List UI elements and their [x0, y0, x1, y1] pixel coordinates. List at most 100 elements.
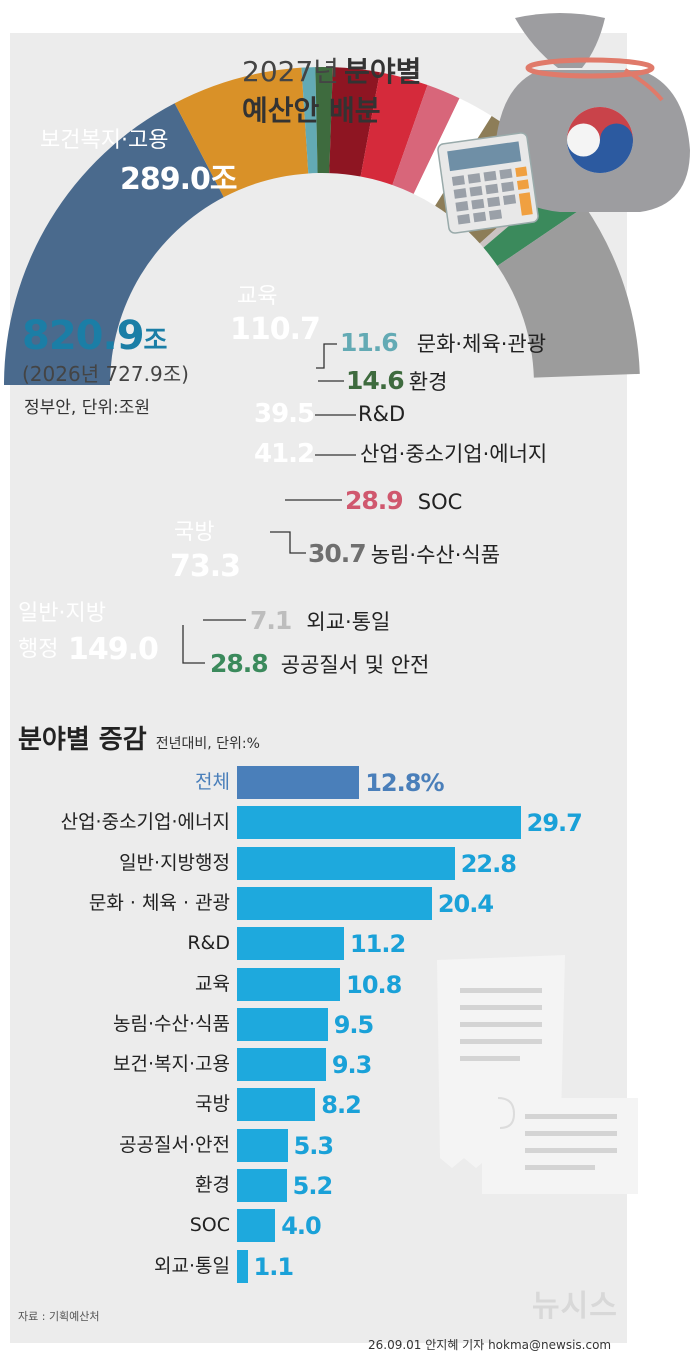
bar-11 [237, 1209, 276, 1243]
callout-culture-value: 11.6 [340, 328, 399, 357]
bar-label-0: 전체 [195, 771, 230, 793]
bar-value-1: 29.7 [526, 809, 583, 838]
callout-safety: 28.8 공공질서 및 안전 [210, 651, 429, 676]
bar-value-5: 10.8 [346, 970, 402, 999]
callout-agri-name: 농림·수산·식품 [370, 543, 501, 567]
bar-value-3: 20.4 [437, 889, 494, 918]
bar-label-8: 국방 [195, 1093, 230, 1116]
bar-4 [237, 927, 344, 961]
leader-line-culture [316, 343, 337, 369]
page-title-line2: 예산안 배분 [242, 94, 381, 127]
bar-value-10: 5.2 [292, 1172, 334, 1200]
bar-value-7: 9.3 [331, 1051, 373, 1080]
money-bag-icon [495, 13, 690, 212]
callout-safety-name: 공공질서 및 안전 [280, 653, 430, 677]
callout-env: 14.6 환경 [346, 368, 447, 393]
callout-diplomacy-value: 7.1 [250, 606, 292, 635]
title-year: 2027년 [242, 55, 340, 88]
source-note: 자료 : 기획예산처 [18, 1310, 100, 1323]
callout-safety-value: 28.8 [210, 649, 269, 678]
segment-value-welfare: 289.0조 [120, 162, 237, 197]
callout-agri: 30.7 농림·수산·식품 [308, 541, 500, 566]
donut-segment-3 [315, 67, 333, 174]
bar-9 [237, 1128, 288, 1162]
callout-culture: 11.6 문화·체육·관광 [340, 330, 546, 355]
segment-label-education: 교육 [237, 284, 278, 309]
callout-rnd-name: R&D [358, 402, 406, 426]
bar-3 [237, 886, 432, 920]
donut-segment-11 [497, 206, 640, 378]
bar-value-11: 4.0 [281, 1212, 322, 1241]
callout-soc: 28.9 SOC [345, 488, 462, 513]
bar-8 [237, 1088, 316, 1122]
bar-value-4: 11.2 [349, 930, 406, 959]
total-previous: (2026년 727.9조) [22, 362, 189, 386]
bar-value-8: 8.2 [321, 1091, 362, 1120]
total-amount: 820.9조 [22, 316, 167, 356]
page-title-line1: 2027년 분야별 [242, 58, 421, 86]
callout-soc-name: SOC [417, 490, 463, 514]
bar-label-12: 외교·통일 [154, 1254, 230, 1277]
bar-label-5: 교육 [195, 972, 230, 995]
bar-label-10: 환경 [195, 1174, 230, 1196]
donut-segment-6 [392, 85, 460, 194]
callout-value-5: 41.2 [254, 439, 315, 469]
donut-segment-0 [4, 103, 224, 385]
segment-value-education: 110.7 [230, 312, 321, 347]
bar-value-9: 5.3 [293, 1131, 335, 1160]
title-bold: 분야별 [344, 55, 422, 88]
bar-value-0: 12.8% [365, 769, 444, 797]
section-title: 분야별 증감 [18, 725, 147, 755]
decor-icons [437, 13, 690, 234]
bar-7 [237, 1048, 326, 1082]
bar-1 [237, 806, 521, 840]
segment-label-admin: 일반·지방 [18, 601, 106, 626]
donut-segment-4 [329, 67, 380, 177]
segment-label-admin-2: 행정 [18, 637, 59, 662]
bar-value-2: 22.8 [460, 849, 517, 878]
bar-2 [237, 846, 455, 880]
calculator-icon [437, 132, 539, 234]
bar-10 [237, 1169, 287, 1202]
section-subtitle: 전년대비, 단위:% [155, 736, 260, 752]
bar-label-6: 농림·수산·식품 [113, 1012, 230, 1035]
unit-note: 정부안, 단위:조원 [24, 398, 151, 418]
callout-soc-value: 28.9 [345, 486, 404, 515]
callout-culture-name: 문화·체육·관광 [416, 332, 547, 356]
bar-value-12: 1.1 [253, 1252, 295, 1281]
bar-label-11: SOC [189, 1214, 230, 1237]
donut-segment-5 [360, 72, 428, 186]
segment-label-defense: 국방 [174, 520, 215, 545]
donut-segment-1 [174, 67, 309, 198]
total-value: 820.9 [22, 313, 145, 359]
bar-label-9: 공공질서·안전 [119, 1133, 230, 1156]
total-unit: 조 [143, 326, 168, 356]
callout-diplomacy-name: 외교·통일 [306, 610, 391, 634]
segment-value-admin: 149.0 [68, 632, 159, 667]
donut-segment-2 [301, 67, 318, 174]
callout-env-name: 환경 [408, 370, 448, 394]
leader-line-agri [270, 531, 306, 554]
bar-label-2: 일반·지방행정 [119, 851, 230, 874]
section-header: 분야별 증감 전년대비, 단위:% [18, 727, 260, 753]
bar-value-6: 9.5 [333, 1010, 375, 1039]
bar-12 [237, 1249, 248, 1283]
bar-0 [237, 766, 360, 799]
byline: 26.09.01 안지혜 기자 hokma@newsis.com [368, 1338, 612, 1352]
callout-env-value: 14.6 [346, 366, 405, 395]
segment-label-welfare: 보건복지·고용 [40, 128, 169, 153]
callout-diplomacy: 7.1 외교·통일 [250, 608, 390, 633]
bar-6 [237, 1007, 328, 1041]
leader-line-safety [182, 625, 205, 664]
bar-label-1: 산업·중소기업·에너지 [60, 811, 230, 834]
callout-industry-name: 산업·중소기업·에너지 [360, 442, 548, 466]
receipt-icon [437, 955, 638, 1194]
callout-agri-value: 30.7 [308, 539, 367, 568]
segment-value-defense: 73.3 [170, 549, 241, 584]
bar-label-4: R&D [187, 932, 230, 955]
newsis-watermark: 뉴시스 [532, 1289, 618, 1324]
bar-label-7: 보건·복지·고용 [113, 1053, 230, 1076]
bar-label-3: 문화 · 체육 · 관광 [88, 891, 230, 914]
